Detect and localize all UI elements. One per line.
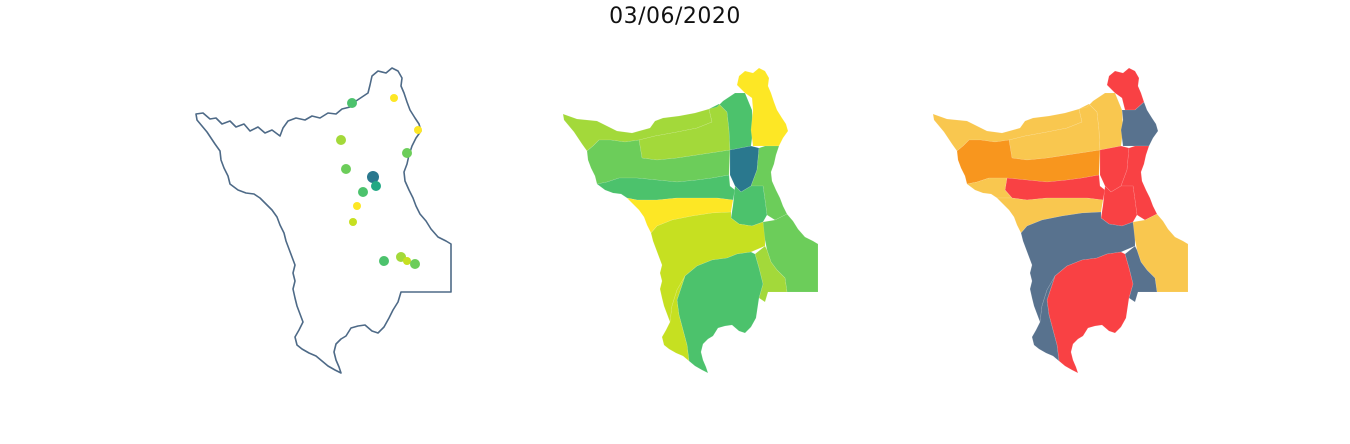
station-point [379,256,389,266]
region [596,174,736,201]
station-point [402,148,412,158]
viridis-choropleth [562,67,819,374]
station-point [414,126,422,134]
region [1046,251,1134,374]
station-point [349,218,357,226]
station-point [347,98,357,108]
state-outline [195,67,452,374]
station-point [341,164,351,174]
station-points [336,94,422,269]
region [676,251,764,374]
region [1120,101,1159,147]
stations-map-panel [180,0,470,444]
region [1078,92,1124,151]
region [1031,275,1060,362]
station-point [410,259,420,269]
station-point [336,135,346,145]
station-point [358,187,368,197]
station-point [353,202,361,210]
region [730,185,768,227]
station-point [367,171,379,183]
viridis-choropleth-panel [550,0,840,444]
risk-choropleth-panel [920,0,1210,444]
risk-choropleth [932,67,1189,374]
stations-map [195,67,452,374]
region [736,67,789,147]
station-point [390,94,398,102]
station-point [371,181,381,191]
station-point [403,257,411,265]
region [1100,185,1138,227]
region [661,275,690,362]
figure-title: 03/06/2020 [609,4,741,29]
